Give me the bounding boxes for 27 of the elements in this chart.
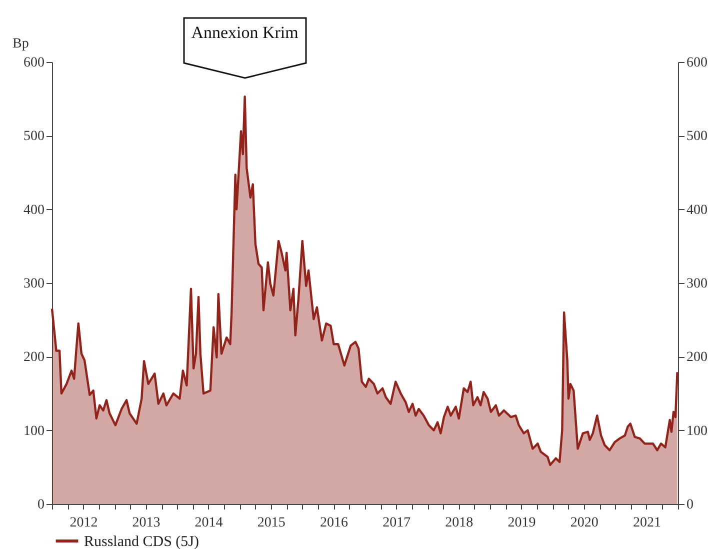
y2-tick-label: 0 bbox=[686, 498, 694, 512]
y-axis-title: Bp bbox=[12, 36, 29, 52]
y-tick-label: 0 bbox=[38, 498, 44, 512]
x-tick-label: 2012 bbox=[70, 516, 98, 530]
x-tick-label: 2021 bbox=[632, 516, 661, 530]
y-tick-label: 300 bbox=[24, 276, 44, 292]
y2-tick-label: 500 bbox=[686, 129, 708, 144]
x-tick-label: 2019 bbox=[508, 516, 536, 530]
y2-tick-label: 400 bbox=[686, 202, 708, 218]
x-tick-label: 2020 bbox=[570, 516, 598, 530]
y2-tick-label: 300 bbox=[686, 276, 708, 292]
y2-tick-label: 100 bbox=[686, 424, 708, 439]
legend-label: Russland CDS (5J) bbox=[84, 534, 200, 549]
y-tick-label: 200 bbox=[24, 350, 44, 366]
y-tick-label: 400 bbox=[24, 202, 44, 218]
y2-tick-label: 600 bbox=[686, 56, 708, 70]
x-tick-label: 2017 bbox=[382, 516, 411, 530]
x-tick-label: 2016 bbox=[320, 516, 348, 530]
x-tick-label: 2014 bbox=[194, 516, 223, 530]
y-tick-label: 600 bbox=[24, 56, 44, 70]
x-tick-label: 2015 bbox=[257, 516, 286, 530]
y2-tick-label: 200 bbox=[686, 350, 708, 366]
x-tick-label: 2018 bbox=[445, 516, 474, 530]
y-tick-label: 500 bbox=[24, 129, 44, 144]
y-tick-label: 100 bbox=[24, 424, 44, 439]
x-tick-label: 2013 bbox=[132, 516, 160, 530]
text: Annexion Krim bbox=[190, 22, 300, 43]
